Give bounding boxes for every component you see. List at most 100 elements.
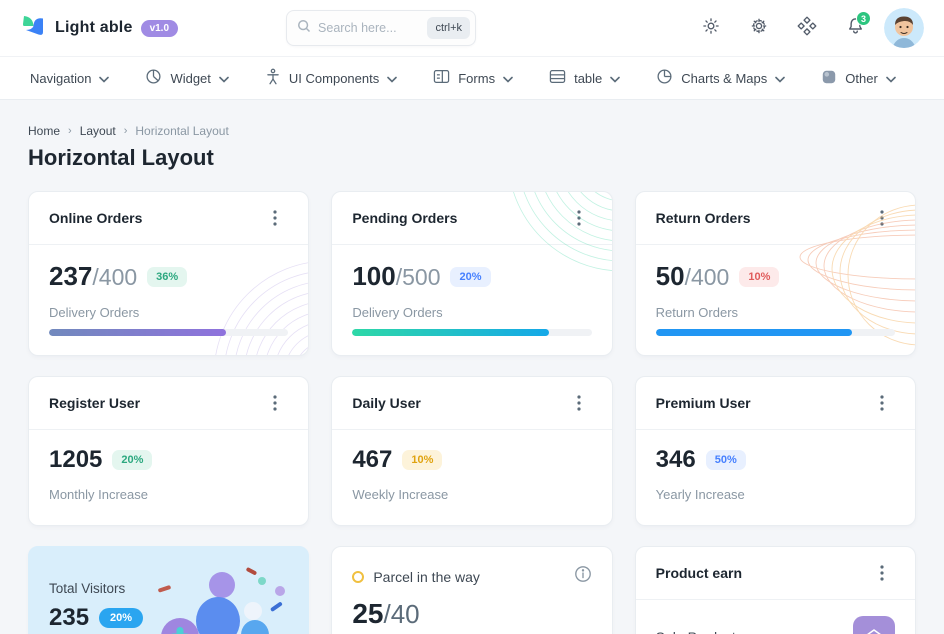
card-online-orders: Online Orders 237/400 36% Delivery Order… xyxy=(28,191,310,356)
nav-item-ui-components[interactable]: UI Components xyxy=(265,68,398,88)
metric-label: Return Orders xyxy=(655,305,739,320)
card-title: Total Visitors xyxy=(49,581,126,596)
diamond-grid-icon xyxy=(797,16,817,41)
metric-label: Delivery Orders xyxy=(49,305,140,320)
chevron-down-icon xyxy=(219,71,229,86)
nav-item-navigation[interactable]: Navigation xyxy=(30,71,110,86)
card-title: Online Orders xyxy=(49,210,143,226)
breadcrumb-home[interactable]: Home xyxy=(28,124,61,138)
card-return-orders: Return Orders 50/400 10% Return Orders xyxy=(634,191,916,356)
breadcrumb: Home › Layout › Horizontal Layout xyxy=(28,124,916,138)
metric-label: Yearly Increase xyxy=(655,487,745,502)
nav-item-other[interactable]: Other xyxy=(821,69,896,88)
brand[interactable]: Light able v1.0 xyxy=(20,12,179,44)
metric-total: /40 xyxy=(383,599,420,629)
theme-toggle-button[interactable] xyxy=(692,9,730,47)
progress-fill xyxy=(49,329,227,336)
metric-label: Monthly Increase xyxy=(49,487,148,502)
metric-total: /400 xyxy=(92,264,138,290)
box-3d-icon xyxy=(821,69,837,88)
metric-badge: 36% xyxy=(147,266,188,287)
metric-badge: 20% xyxy=(112,450,153,470)
kebab-menu-button[interactable] xyxy=(869,205,895,231)
card-title: Product earn xyxy=(655,565,743,581)
top-header: Light able v1.0 ctrl+k xyxy=(0,0,944,56)
card-premium-user: Premium User 346 50% Yearly Increase xyxy=(634,376,916,526)
page-title: Horizontal Layout xyxy=(28,145,214,170)
nav-item-label: UI Components xyxy=(288,70,380,86)
nav-item-charts-maps[interactable]: Charts & Maps xyxy=(656,68,786,88)
kebab-menu-button[interactable] xyxy=(566,390,592,416)
kebab-menu-button[interactable] xyxy=(262,205,288,231)
chevron-down-icon xyxy=(387,71,398,86)
metric-badge: 20% xyxy=(450,266,491,287)
nav-item-widget[interactable]: Widget xyxy=(145,68,229,88)
metric-badge: 10% xyxy=(402,450,443,470)
search-input[interactable] xyxy=(318,21,421,35)
form-window-icon xyxy=(433,69,450,87)
card-parcel: Parcel in the way 25 /40 +15% last month xyxy=(331,546,613,634)
card-daily-user: Daily User 467 10% Weekly Increase xyxy=(331,376,613,526)
product-icon xyxy=(853,616,895,634)
user-avatar[interactable] xyxy=(884,8,924,48)
cards-grid: Online Orders 237/400 36% Delivery Order… xyxy=(28,191,916,634)
shortcut-badge: ctrl+k xyxy=(427,17,471,39)
metric-value: 1205 xyxy=(49,446,103,473)
version-badge: v1.0 xyxy=(140,19,179,37)
accessibility-person-icon xyxy=(265,68,281,88)
metric-value: 100 xyxy=(352,261,396,291)
breadcrumb-separator: › xyxy=(68,125,72,137)
metric-label: Sale Product xyxy=(656,629,736,634)
card-title: Daily User xyxy=(352,395,421,411)
kebab-menu-button[interactable] xyxy=(869,560,895,586)
breadcrumb-separator: › xyxy=(123,125,128,137)
card-title: Register User xyxy=(49,395,141,411)
card-title: Return Orders xyxy=(655,210,751,226)
nav-item-label: Charts & Maps xyxy=(681,70,768,86)
pie-chart-icon xyxy=(145,68,162,88)
brand-name: Light able xyxy=(55,19,133,36)
breadcrumb-current: Horizontal Layout xyxy=(135,124,229,138)
nav-item-table[interactable]: table xyxy=(549,69,621,87)
progress-bar xyxy=(49,329,289,336)
chart-pie-icon xyxy=(656,68,673,88)
breadcrumb-layout[interactable]: Layout xyxy=(79,124,116,138)
nav-item-label: Forms xyxy=(458,70,496,86)
metric-value: 50 xyxy=(655,261,685,291)
card-register-user: Register User 1205 20% Monthly Increase xyxy=(28,376,310,526)
kebab-menu-button[interactable] xyxy=(869,390,895,416)
visitors-illustration xyxy=(134,559,294,634)
metric-total: /500 xyxy=(395,264,441,290)
metric-label: Delivery Orders xyxy=(352,305,443,320)
metric-total: /400 xyxy=(684,264,730,290)
main-navbar: Navigation Widget UI Components Forms ta… xyxy=(0,56,944,100)
card-title: Parcel in the way xyxy=(373,568,480,585)
metric-badge: 20% xyxy=(99,608,144,628)
gear-icon xyxy=(749,16,769,41)
metric-label: Weekly Increase xyxy=(352,487,449,502)
notifications-button[interactable]: 3 xyxy=(836,9,874,47)
page-content: Home › Layout › Horizontal Layout Horizo… xyxy=(0,100,944,634)
card-product-earn: Product earn Sale Product xyxy=(634,546,916,634)
nav-item-label: table xyxy=(574,70,603,86)
apps-menu-button[interactable] xyxy=(788,9,826,47)
metric-badge: 50% xyxy=(705,450,746,470)
card-title: Pending Orders xyxy=(352,210,458,226)
info-icon[interactable] xyxy=(574,565,592,588)
table-icon xyxy=(549,69,566,87)
kebab-menu-button[interactable] xyxy=(566,205,592,231)
status-ring-icon xyxy=(352,570,365,583)
settings-button[interactable] xyxy=(740,9,778,47)
nav-item-forms[interactable]: Forms xyxy=(433,69,513,87)
metric-value: 346 xyxy=(655,446,696,473)
nav-item-label: Other xyxy=(845,70,878,86)
progress-bar xyxy=(352,329,592,336)
search-box[interactable]: ctrl+k xyxy=(286,10,477,46)
progress-fill xyxy=(352,329,549,336)
chevron-down-icon xyxy=(503,71,513,86)
chevron-down-icon xyxy=(610,71,621,86)
kebab-menu-button[interactable] xyxy=(262,390,288,416)
card-pending-orders: Pending Orders 100/500 20% Delivery Orde… xyxy=(331,191,613,356)
sun-icon xyxy=(701,16,721,41)
nav-item-label: Widget xyxy=(170,70,211,86)
